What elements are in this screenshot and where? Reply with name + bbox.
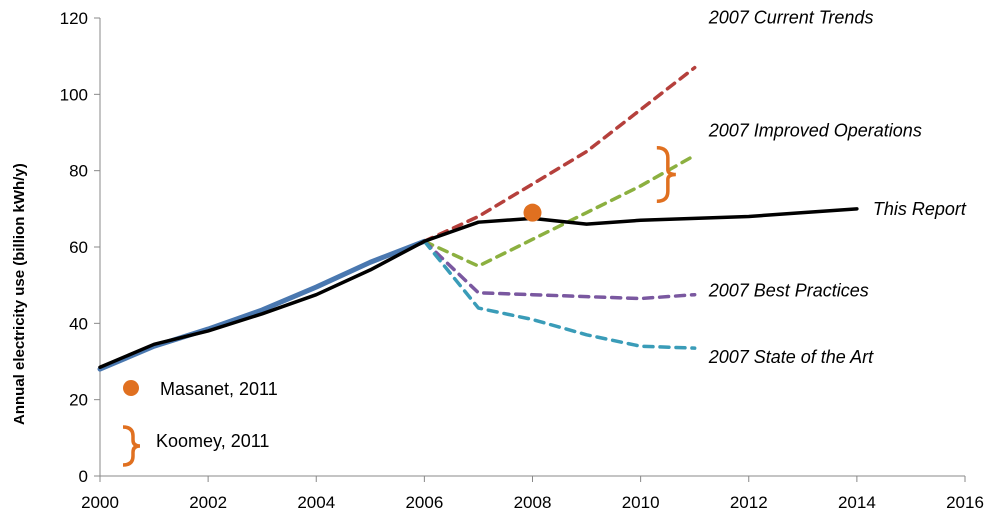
masanet-legend-label: Masanet, 2011 (160, 379, 278, 399)
masanet-legend-marker (123, 380, 139, 396)
series-label: This Report (873, 199, 967, 219)
y-tick-label: 100 (60, 85, 88, 104)
y-tick-label: 40 (69, 314, 88, 333)
y-tick-label: 20 (69, 391, 88, 410)
x-tick-label: 2000 (81, 493, 119, 512)
x-tick-label: 2008 (514, 493, 552, 512)
x-tick-label: 2004 (297, 493, 335, 512)
series-line-2007-best-practices (422, 239, 697, 301)
y-tick-label: 0 (79, 467, 88, 486)
x-tick-label: 2012 (730, 493, 768, 512)
koomey-legend-brace (122, 425, 141, 467)
y-tick-label: 120 (60, 9, 88, 28)
series-label: 2007 State of the Art (708, 347, 874, 367)
series-line-this-report (98, 207, 859, 369)
series-label: 2007 Best Practices (708, 281, 869, 301)
x-tick-label: 2010 (622, 493, 660, 512)
y-tick-label: 80 (69, 162, 88, 181)
series-line-2007-state-of-the-art (422, 239, 697, 350)
series-line-historical (97, 238, 427, 372)
x-tick-label: 2006 (405, 493, 443, 512)
masanet-point (523, 203, 542, 222)
koomey-legend-label: Koomey, 2011 (156, 431, 269, 451)
series-label: 2007 Current Trends (708, 8, 874, 28)
y-axis-label: Annual electricity use (billion kWh/y) (11, 163, 28, 425)
x-tick-label: 2016 (946, 493, 984, 512)
series-label: 2007 Improved Operations (708, 120, 922, 140)
x-tick-label: 2002 (189, 493, 227, 512)
x-tick-label: 2014 (838, 493, 876, 512)
series-line-2007-current-trends (422, 65, 697, 244)
y-tick-label: 60 (69, 238, 88, 257)
series-line-2007-improved-operations (422, 153, 697, 268)
